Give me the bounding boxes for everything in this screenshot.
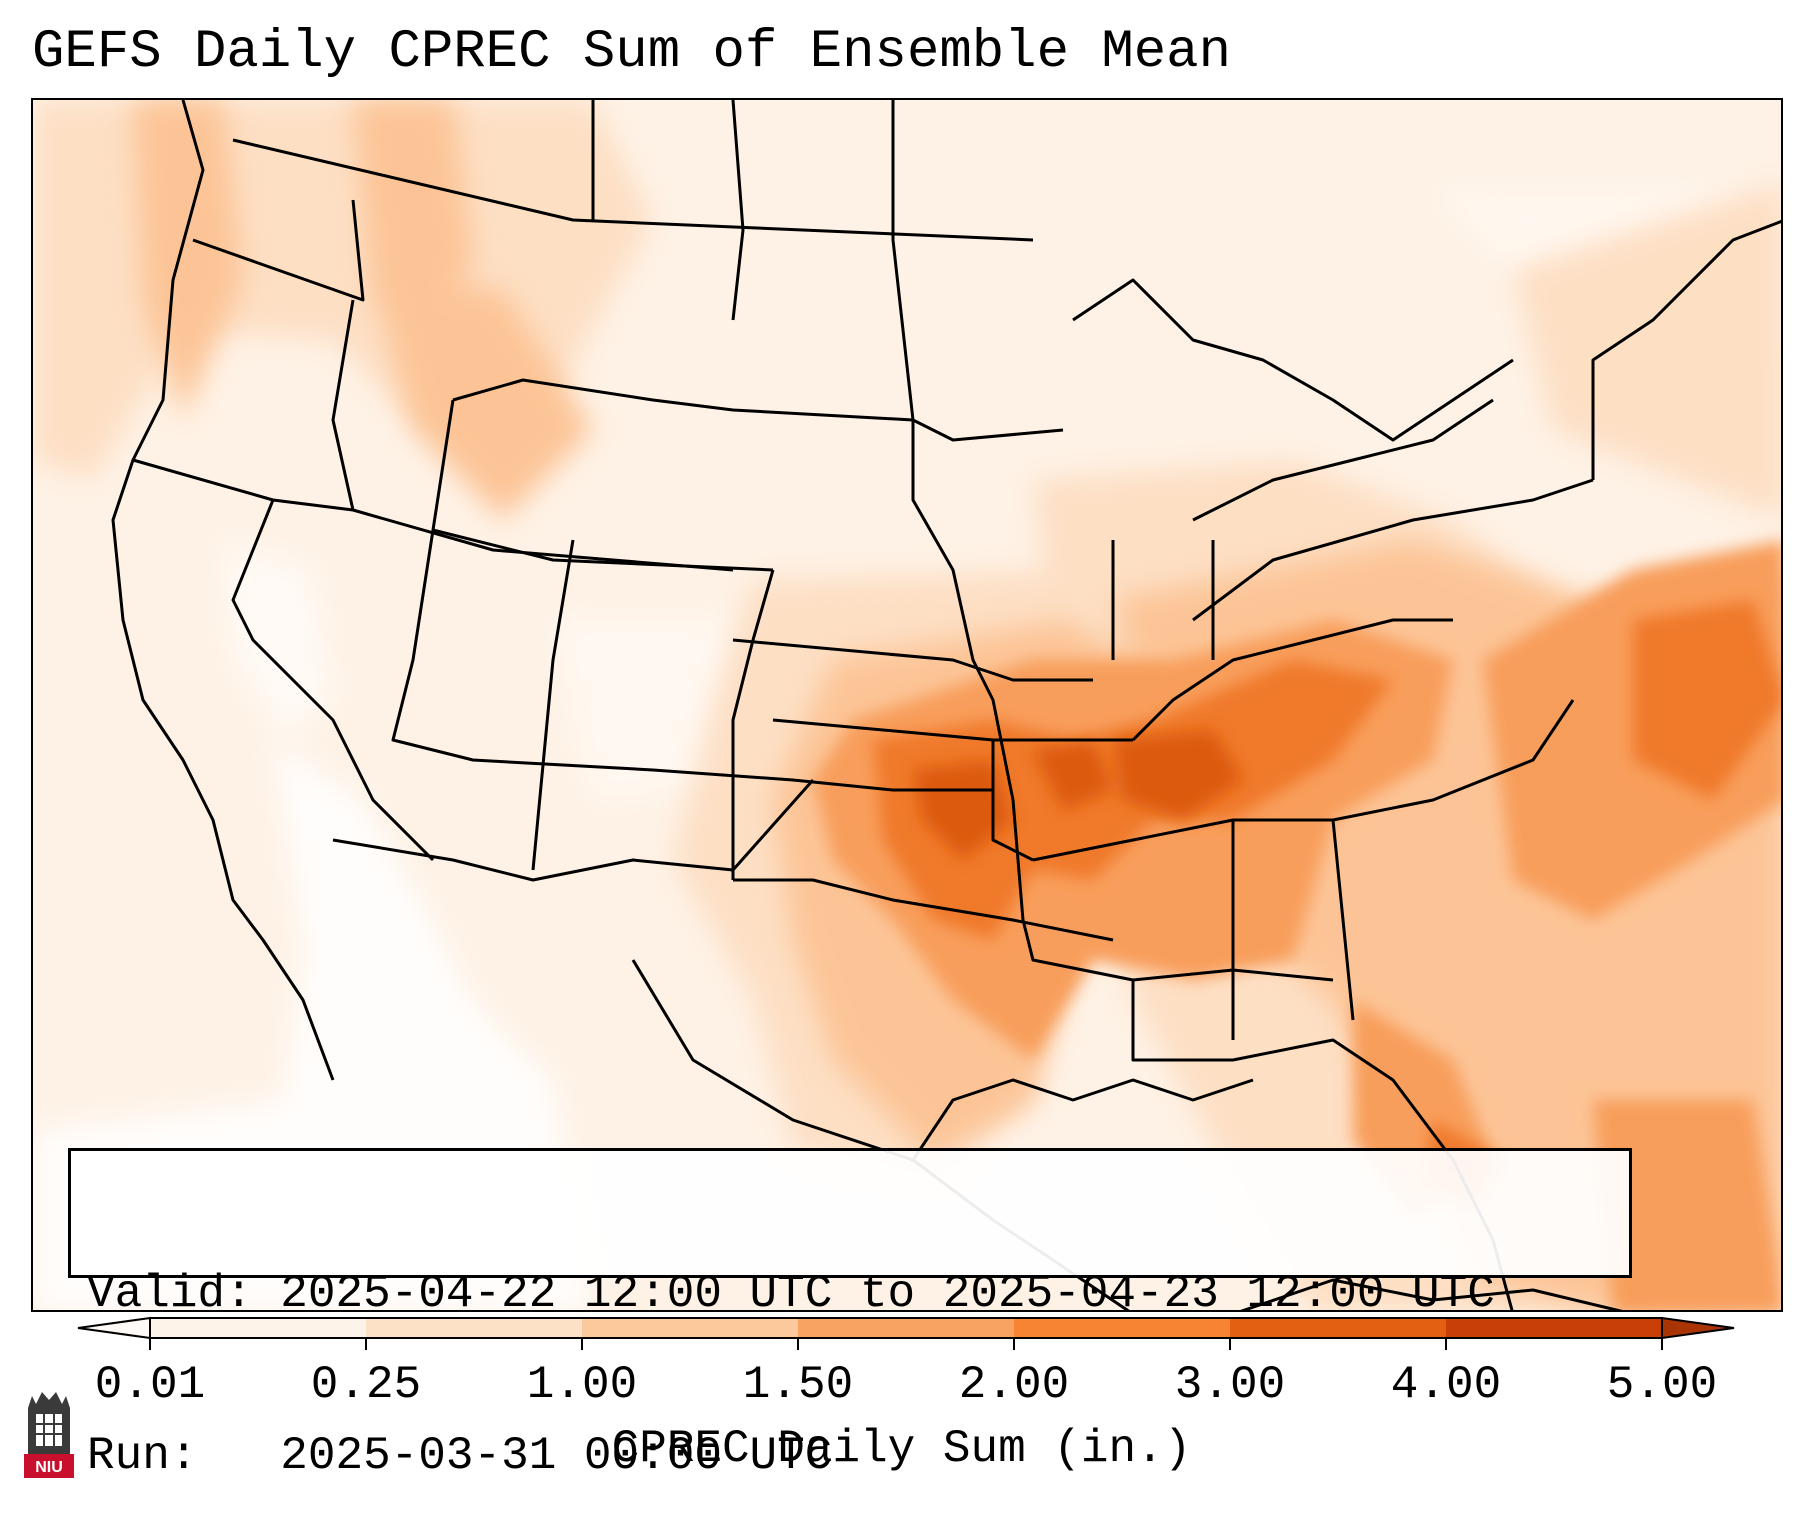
colorbar-segment: [150, 1318, 366, 1338]
precip-band-300: [913, 730, 1243, 860]
run-line: Run: 2025-03-31 00:00 UTC: [87, 1429, 1613, 1483]
map-canvas: [33, 100, 1781, 1310]
valid-line: Valid: 2025-04-22 12:00 UTC to 2025-04-2…: [87, 1267, 1613, 1321]
colorbar-ticks: [149, 1338, 1663, 1350]
colorbar-label: CPREC Daily Sum (in.): [611, 1423, 1192, 1475]
valid-run-info-box: Valid: 2025-04-22 12:00 UTC to 2025-04-2…: [68, 1148, 1632, 1482]
colorbar-segment: [1014, 1318, 1230, 1338]
colorbar-segment: [582, 1318, 798, 1338]
run-value: 2025-03-31 00:00 UTC: [280, 1430, 833, 1482]
colorbar-segment: [366, 1318, 582, 1338]
colorbar-segment: [1230, 1318, 1446, 1338]
colorbar-segment: [1446, 1318, 1662, 1338]
precipitation-map: [31, 98, 1783, 1312]
colorbar-over-triangle: [1661, 1316, 1735, 1340]
colorbar-tick-label: 2.00: [958, 1359, 1070, 1411]
map-title: GEFS Daily CPREC Sum of Ensemble Mean: [32, 22, 1231, 83]
colorbar-tick-label: 3.00: [1174, 1359, 1286, 1411]
colorbar-segment: [798, 1318, 1014, 1338]
colorbar-tick-label: 0.01: [94, 1359, 206, 1411]
valid-label: Valid:: [87, 1268, 253, 1320]
colorbar-tick-label: 1.50: [742, 1359, 854, 1411]
colorbar-tick-label: 0.25: [310, 1359, 422, 1411]
logo-text: NIU: [35, 1459, 63, 1476]
colorbar: [77, 1316, 1735, 1350]
colorbar-tick-label: 5.00: [1606, 1359, 1718, 1411]
valid-value: 2025-04-22 12:00 UTC to 2025-04-23 12:00…: [280, 1268, 1495, 1320]
run-label: Run:: [87, 1430, 198, 1482]
colorbar-tick-label: 4.00: [1390, 1359, 1502, 1411]
colorbar-under-triangle: [77, 1316, 151, 1340]
colorbar-tick-label: 1.00: [526, 1359, 638, 1411]
niu-logo-icon: NIU: [24, 1392, 74, 1478]
colorbar-outline: [149, 1317, 1663, 1339]
